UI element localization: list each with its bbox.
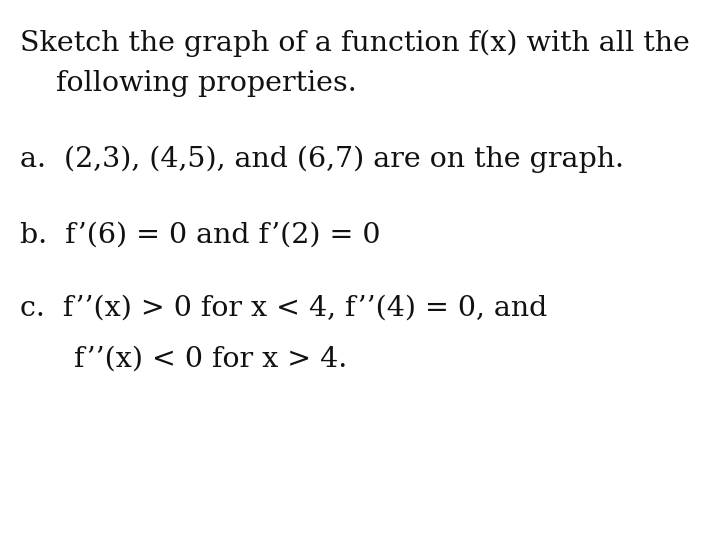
Text: f’’(x) < 0 for x > 4.: f’’(x) < 0 for x > 4. xyxy=(20,346,348,373)
Text: Sketch the graph of a function f(x) with all the: Sketch the graph of a function f(x) with… xyxy=(20,30,690,57)
Text: a.  (2,3), (4,5), and (6,7) are on the graph.: a. (2,3), (4,5), and (6,7) are on the gr… xyxy=(20,146,624,173)
Text: c.  f’’(x) > 0 for x < 4, f’’(4) = 0, and: c. f’’(x) > 0 for x < 4, f’’(4) = 0, and xyxy=(20,294,547,321)
Text: following properties.: following properties. xyxy=(20,70,357,97)
Text: b.  f’(6) = 0 and f’(2) = 0: b. f’(6) = 0 and f’(2) = 0 xyxy=(20,221,381,248)
